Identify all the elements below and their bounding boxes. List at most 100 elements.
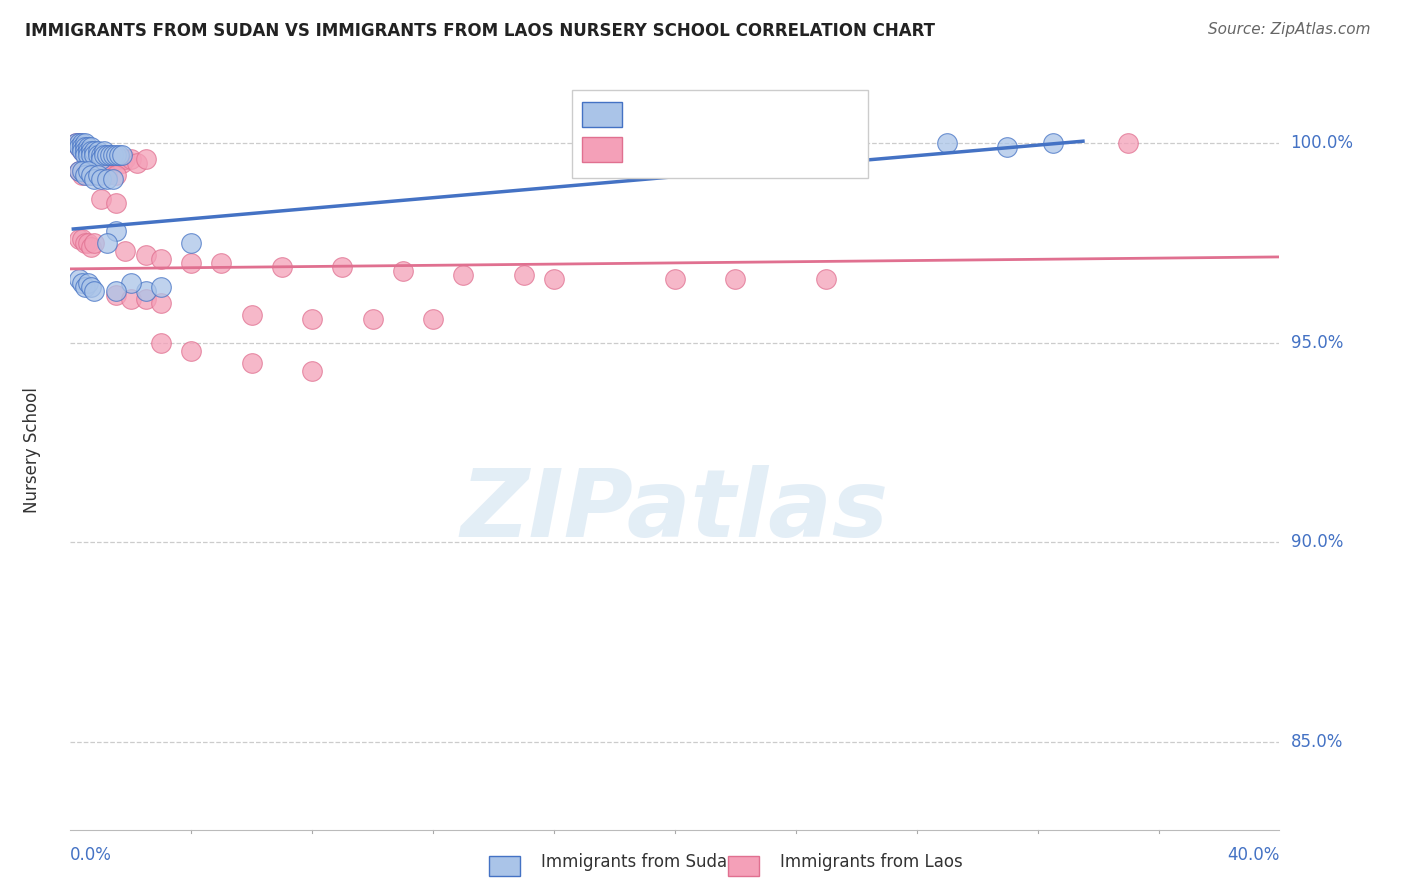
Point [80, 144, 103, 158]
Text: 95.0%: 95.0% [1291, 334, 1343, 351]
Point [361, 311, 384, 326]
Point [67, 164, 90, 178]
Point [332, 260, 354, 274]
Point [98, 148, 121, 162]
Point [104, 152, 127, 166]
Point [1116, 136, 1139, 151]
Point [936, 136, 959, 151]
Text: 100.0%: 100.0% [1291, 134, 1354, 153]
Point [75, 235, 97, 250]
Point [86, 144, 108, 158]
Point [80, 164, 103, 178]
Point [995, 140, 1018, 154]
Point [72, 140, 94, 154]
Point [83, 235, 105, 250]
Point [77, 235, 100, 250]
Text: R = 0.025: R = 0.025 [633, 140, 723, 159]
Point [86, 152, 108, 166]
Point [90, 152, 111, 166]
Point [125, 156, 148, 170]
Point [77, 168, 100, 182]
Point [150, 252, 172, 266]
Point [664, 272, 686, 286]
Text: N = 73: N = 73 [759, 140, 827, 159]
Point [67, 272, 90, 286]
Point [180, 343, 202, 358]
Point [180, 256, 202, 270]
Text: R = 0.337: R = 0.337 [633, 105, 723, 124]
Point [724, 272, 747, 286]
Point [120, 276, 142, 290]
Point [301, 364, 323, 378]
Text: Nursery School: Nursery School [22, 387, 41, 514]
Point [120, 292, 142, 306]
Point [75, 140, 97, 154]
Point [80, 240, 103, 254]
Point [96, 148, 118, 162]
FancyBboxPatch shape [572, 90, 869, 178]
Point [75, 164, 97, 178]
Point [96, 168, 118, 182]
Point [111, 156, 134, 170]
Point [80, 280, 103, 294]
Point [96, 172, 118, 186]
Point [107, 152, 129, 166]
Point [65, 136, 87, 151]
Point [75, 140, 97, 154]
Point [101, 148, 124, 162]
Point [90, 148, 111, 162]
Point [104, 224, 127, 238]
Text: 85.0%: 85.0% [1291, 732, 1343, 751]
Point [75, 280, 97, 294]
Point [114, 244, 136, 258]
Point [120, 152, 142, 166]
Point [96, 148, 118, 162]
Point [77, 276, 100, 290]
Point [422, 311, 444, 326]
Point [150, 295, 172, 310]
Point [135, 284, 157, 298]
Point [75, 148, 97, 162]
Point [93, 144, 115, 158]
Point [453, 268, 475, 282]
Point [65, 136, 87, 151]
Text: IMMIGRANTS FROM SUDAN VS IMMIGRANTS FROM LAOS NURSERY SCHOOL CORRELATION CHART: IMMIGRANTS FROM SUDAN VS IMMIGRANTS FROM… [25, 22, 935, 40]
Point [211, 256, 233, 270]
Point [180, 235, 202, 250]
Point [96, 235, 118, 250]
Point [72, 144, 94, 158]
Point [114, 152, 136, 166]
Text: ZIPatlas: ZIPatlas [461, 465, 889, 558]
Point [543, 272, 565, 286]
Text: 40.0%: 40.0% [1227, 847, 1279, 864]
Point [270, 260, 294, 274]
Point [104, 288, 127, 302]
Point [135, 292, 157, 306]
Point [513, 268, 536, 282]
Point [72, 136, 94, 151]
Point [90, 148, 111, 162]
Point [98, 152, 121, 166]
Point [72, 276, 94, 290]
Point [111, 148, 134, 162]
Text: Immigrants from Laos: Immigrants from Laos [780, 853, 963, 871]
Point [67, 164, 90, 178]
Point [83, 172, 105, 186]
Point [67, 136, 90, 151]
FancyBboxPatch shape [582, 102, 621, 127]
Text: 90.0%: 90.0% [1291, 533, 1343, 551]
Point [77, 144, 100, 158]
Point [77, 140, 100, 154]
Point [1042, 136, 1064, 151]
Point [72, 144, 94, 158]
Point [240, 356, 263, 370]
Point [90, 168, 111, 182]
Point [72, 140, 94, 154]
Point [77, 164, 100, 178]
Point [135, 248, 157, 262]
Point [90, 152, 111, 166]
Point [75, 168, 97, 182]
Point [135, 152, 157, 166]
Point [815, 272, 838, 286]
Point [301, 311, 323, 326]
